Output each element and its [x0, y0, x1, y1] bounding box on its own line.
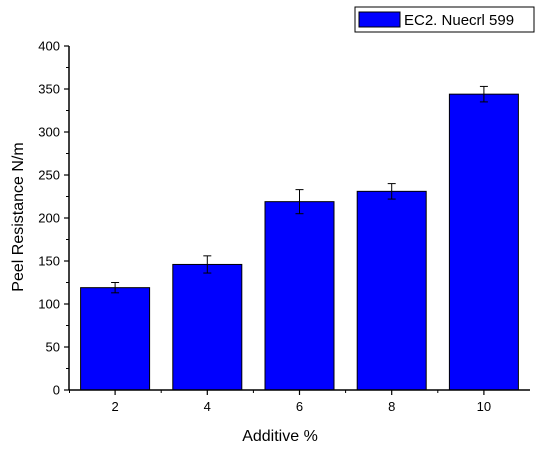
x-ticks-group: 2 4 6 8 10: [69, 390, 491, 414]
y-tick-label: 200: [38, 211, 60, 226]
bar: [356, 190, 427, 391]
y-ticks-group: 0 50 100 150 200 250 300 350 400: [38, 39, 69, 398]
y-tick-label: 300: [38, 125, 60, 140]
error-bars-group: [111, 85, 488, 294]
y-tick-label: 0: [53, 383, 60, 398]
legend: EC2. Nuecrl 599: [354, 6, 535, 33]
y-axis-title: Peel Resistance N/m: [10, 142, 27, 291]
x-tick-label: 6: [296, 399, 303, 414]
y-tick-label: 50: [46, 340, 60, 355]
bar: [172, 263, 243, 391]
bar: [80, 287, 151, 391]
x-tick-label: 4: [204, 399, 211, 414]
y-tick-label: 400: [38, 39, 60, 54]
x-tick-label: 2: [111, 399, 118, 414]
y-tick-label: 250: [38, 168, 60, 183]
bars-group: [80, 93, 519, 391]
bar: [448, 93, 519, 391]
x-axis-title: Additive %: [242, 428, 318, 445]
x-tick-label: 8: [388, 399, 395, 414]
legend-label: EC2. Nuecrl 599: [404, 12, 514, 29]
legend-swatch: [358, 11, 401, 28]
y-tick-label: 350: [38, 82, 60, 97]
bar: [264, 201, 335, 391]
x-tick-label: 10: [477, 399, 491, 414]
y-tick-label: 100: [38, 297, 60, 312]
y-tick-label: 150: [38, 254, 60, 269]
